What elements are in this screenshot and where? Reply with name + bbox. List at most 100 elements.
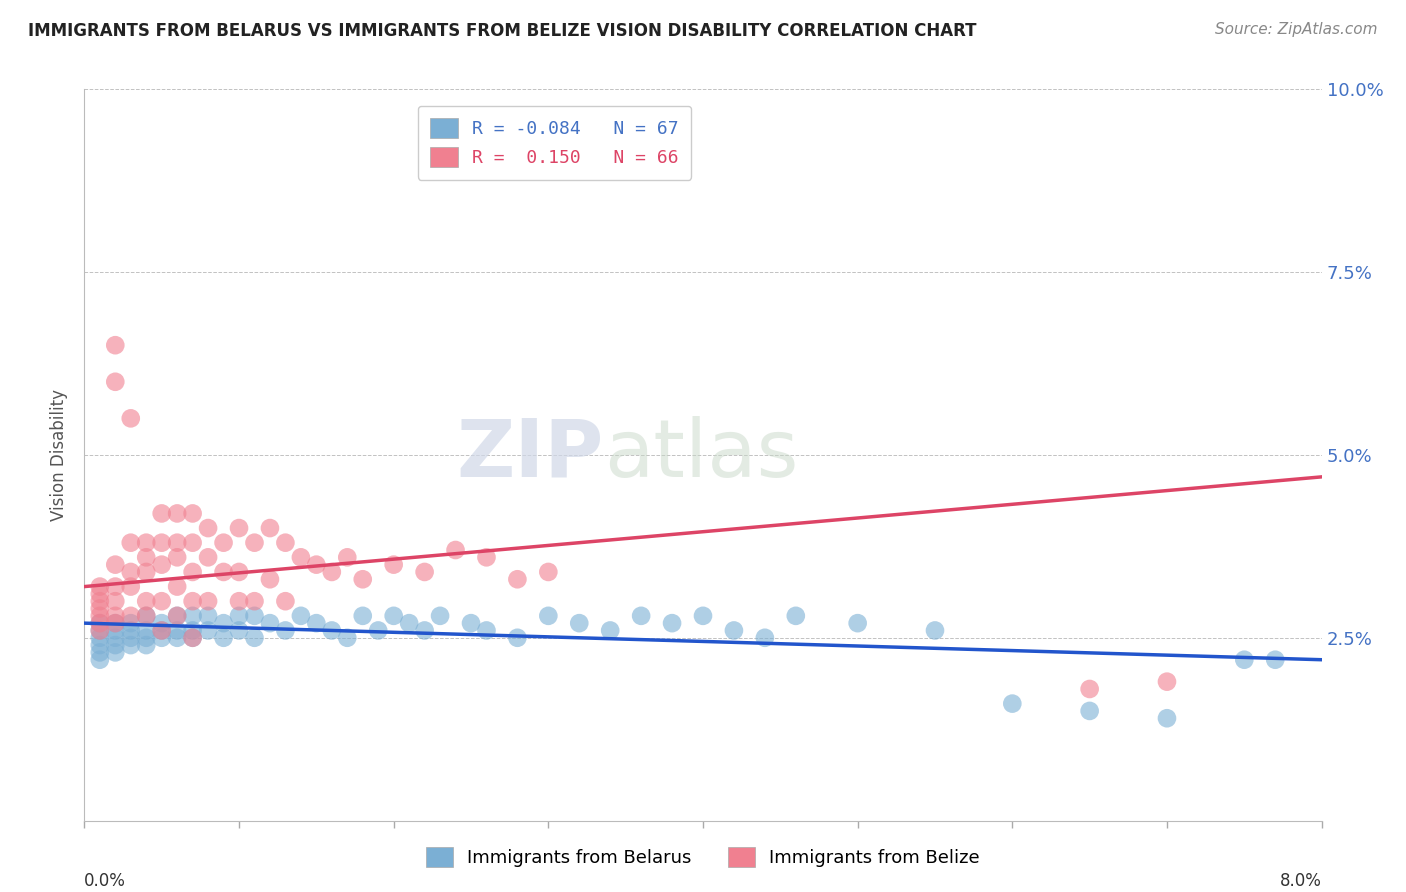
Point (89, 638, 111, 652)
Point (382, 558, 405, 572)
Point (166, 608, 188, 623)
Point (228, 521, 250, 535)
Point (444, 543, 467, 558)
Text: Source: ZipAtlas.com: Source: ZipAtlas.com (1215, 22, 1378, 37)
Point (150, 616, 173, 631)
Point (846, 616, 869, 631)
Point (120, 638, 142, 652)
Point (1078, 681, 1101, 696)
Point (89, 631, 111, 645)
Point (367, 624, 389, 638)
Point (166, 631, 188, 645)
Point (150, 624, 173, 638)
Point (197, 550, 219, 565)
Point (305, 616, 328, 631)
Text: 0.0%: 0.0% (84, 871, 127, 890)
Point (120, 616, 142, 631)
Point (1264, 653, 1286, 667)
Point (212, 616, 235, 631)
Point (243, 608, 266, 623)
Point (89, 594, 111, 608)
Point (135, 565, 157, 579)
Point (104, 580, 127, 594)
Point (537, 608, 560, 623)
Point (336, 631, 359, 645)
Point (413, 624, 436, 638)
Point (228, 608, 250, 623)
Text: IMMIGRANTS FROM BELARUS VS IMMIGRANTS FROM BELIZE VISION DISABILITY CORRELATION : IMMIGRANTS FROM BELARUS VS IMMIGRANTS FR… (28, 22, 977, 40)
Point (212, 631, 235, 645)
Point (274, 535, 297, 549)
Point (506, 572, 529, 586)
Point (537, 565, 560, 579)
Point (630, 608, 652, 623)
Point (723, 624, 745, 638)
Point (181, 507, 204, 521)
Point (475, 550, 498, 565)
Point (89, 580, 111, 594)
Point (89, 616, 111, 631)
Point (181, 594, 204, 608)
Point (166, 550, 188, 565)
Point (243, 594, 266, 608)
Point (135, 535, 157, 549)
Point (181, 624, 204, 638)
Point (243, 631, 266, 645)
Point (135, 638, 157, 652)
Point (104, 616, 127, 631)
Point (336, 550, 359, 565)
Point (89, 653, 111, 667)
Point (352, 608, 374, 623)
Point (692, 608, 714, 623)
Point (274, 594, 297, 608)
Point (120, 608, 142, 623)
Point (228, 624, 250, 638)
Point (259, 521, 281, 535)
Point (166, 608, 188, 623)
Text: 8.0%: 8.0% (1279, 871, 1322, 890)
Point (166, 507, 188, 521)
Point (181, 631, 204, 645)
Point (150, 624, 173, 638)
Point (104, 338, 127, 352)
Point (228, 594, 250, 608)
Point (104, 375, 127, 389)
Point (150, 631, 173, 645)
Point (166, 535, 188, 549)
Legend: R = -0.084   N = 67, R =  0.150   N = 66: R = -0.084 N = 67, R = 0.150 N = 66 (418, 105, 692, 179)
Point (135, 608, 157, 623)
Point (89, 608, 111, 623)
Point (104, 638, 127, 652)
Point (1156, 674, 1178, 689)
Point (135, 624, 157, 638)
Point (120, 411, 142, 425)
Point (89, 587, 111, 601)
Point (228, 565, 250, 579)
Point (89, 624, 111, 638)
Point (120, 631, 142, 645)
Point (321, 624, 343, 638)
Point (150, 558, 173, 572)
Point (120, 565, 142, 579)
Point (212, 535, 235, 549)
Point (460, 616, 482, 631)
Point (506, 631, 529, 645)
Point (599, 624, 621, 638)
Point (181, 608, 204, 623)
Point (413, 565, 436, 579)
Point (150, 507, 173, 521)
Point (89, 624, 111, 638)
Point (243, 535, 266, 549)
Point (568, 616, 591, 631)
Point (104, 631, 127, 645)
Legend: Immigrants from Belarus, Immigrants from Belize: Immigrants from Belarus, Immigrants from… (419, 839, 987, 874)
Text: atlas: atlas (605, 416, 799, 494)
Point (1156, 711, 1178, 725)
Point (166, 580, 188, 594)
Point (924, 624, 946, 638)
Point (1001, 697, 1024, 711)
Point (259, 616, 281, 631)
Point (197, 624, 219, 638)
Point (290, 608, 312, 623)
Point (89, 616, 111, 631)
